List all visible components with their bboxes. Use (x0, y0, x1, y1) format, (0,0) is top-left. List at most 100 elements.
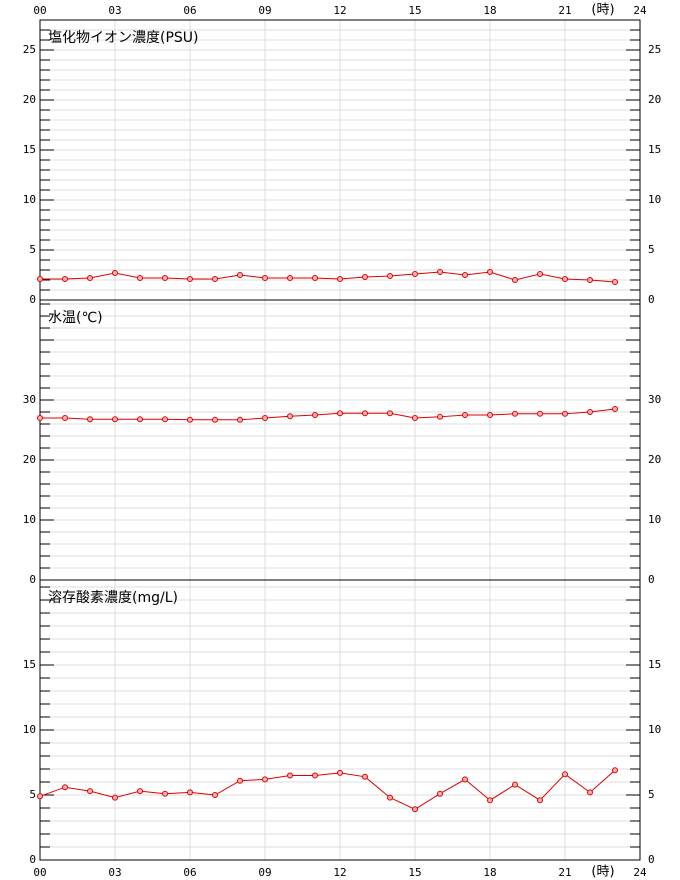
data-point (537, 410, 543, 417)
y-tick-label-right: 10 (648, 193, 661, 206)
x-tick-label: 24 (633, 4, 647, 17)
y-tick-label: 10 (23, 723, 36, 736)
data-point (62, 784, 68, 791)
data-point (62, 415, 68, 422)
data-point (287, 275, 293, 281)
data-point (37, 415, 43, 422)
data-point (312, 412, 318, 419)
data-point (512, 277, 518, 283)
y-tick-label-right: 20 (648, 453, 661, 466)
data-point (587, 789, 593, 796)
x-tick-label: 03 (108, 4, 121, 17)
x-tick-label: 12 (333, 866, 346, 879)
data-point (587, 409, 593, 416)
data-point (612, 406, 618, 413)
y-tick-label-right: 5 (648, 243, 655, 256)
data-point (537, 797, 543, 804)
data-point (587, 277, 593, 283)
x-tick-label: 21 (558, 4, 571, 17)
x-tick-label: 18 (483, 4, 496, 17)
data-point (387, 794, 393, 801)
y-tick-label: 10 (23, 513, 36, 526)
data-point (337, 410, 343, 417)
y-tick-label: 15 (23, 143, 36, 156)
data-line (40, 408, 616, 421)
data-point (262, 415, 268, 422)
data-point (562, 771, 568, 778)
data-point (237, 272, 243, 278)
data-point (537, 271, 543, 277)
x-tick-label: 24 (633, 866, 647, 879)
data-point (162, 790, 168, 797)
y-tick-label: 10 (23, 193, 36, 206)
y-tick-label-right: 0 (648, 853, 655, 866)
data-point (412, 415, 418, 422)
data-point (162, 416, 168, 423)
data-point (337, 276, 343, 282)
data-point (212, 276, 218, 282)
x-unit-label: (時) (591, 865, 614, 880)
data-point (437, 790, 443, 797)
x-tick-label: 06 (183, 4, 196, 17)
data-line (39, 769, 616, 810)
data-point (262, 776, 268, 783)
panel-title: 水温(℃) (48, 310, 103, 326)
y-tick-label: 0 (29, 853, 36, 866)
data-point (487, 797, 493, 804)
data-point (162, 275, 168, 281)
data-point (112, 416, 118, 423)
data-point (137, 788, 143, 795)
data-point (237, 416, 243, 423)
data-point (137, 416, 143, 423)
y-tick-label: 20 (23, 453, 36, 466)
y-tick-label-right: 25 (648, 43, 661, 56)
y-tick-label-right: 10 (648, 513, 661, 526)
data-point (462, 412, 468, 419)
x-tick-label: 09 (258, 866, 271, 879)
y-tick-label: 15 (23, 658, 36, 671)
panel-title: 塩化物イオン濃度(PSU) (48, 30, 199, 46)
data-point (362, 773, 368, 780)
data-point (112, 794, 118, 801)
data-point (612, 279, 618, 285)
y-tick-label: 30 (23, 393, 36, 406)
data-point (262, 275, 268, 281)
y-tick-label-right: 0 (648, 293, 655, 306)
data-point (137, 275, 143, 281)
x-tick-label: 21 (558, 866, 571, 879)
x-tick-label: 15 (408, 4, 421, 17)
panel-title: 溶存酸素濃度(mg/L) (48, 590, 178, 606)
data-point (62, 276, 68, 282)
y-tick-label: 25 (23, 43, 36, 56)
data-point (387, 273, 393, 279)
data-point (287, 772, 293, 779)
data-point (237, 777, 243, 784)
data-point (462, 776, 468, 783)
data-point (87, 275, 93, 281)
data-point (112, 270, 118, 276)
y-tick-label-right: 10 (648, 723, 661, 736)
data-point (562, 276, 568, 282)
x-tick-label: 18 (483, 866, 496, 879)
data-point (337, 769, 343, 776)
panel-frame (39, 579, 641, 861)
data-point (437, 413, 443, 420)
data-point (312, 772, 318, 779)
data-point (187, 789, 193, 796)
data-point (462, 272, 468, 278)
data-line (40, 271, 616, 283)
data-point (562, 410, 568, 417)
data-point (87, 416, 93, 423)
data-point (512, 410, 518, 417)
x-tick-label: 09 (258, 4, 271, 17)
data-point (212, 792, 218, 799)
data-point (37, 276, 43, 282)
data-point (362, 410, 368, 417)
data-point (37, 793, 43, 800)
data-point (437, 269, 443, 275)
data-point (212, 416, 218, 423)
y-tick-label-right: 5 (648, 788, 655, 801)
y-tick-label: 5 (29, 243, 36, 256)
data-point (412, 271, 418, 277)
